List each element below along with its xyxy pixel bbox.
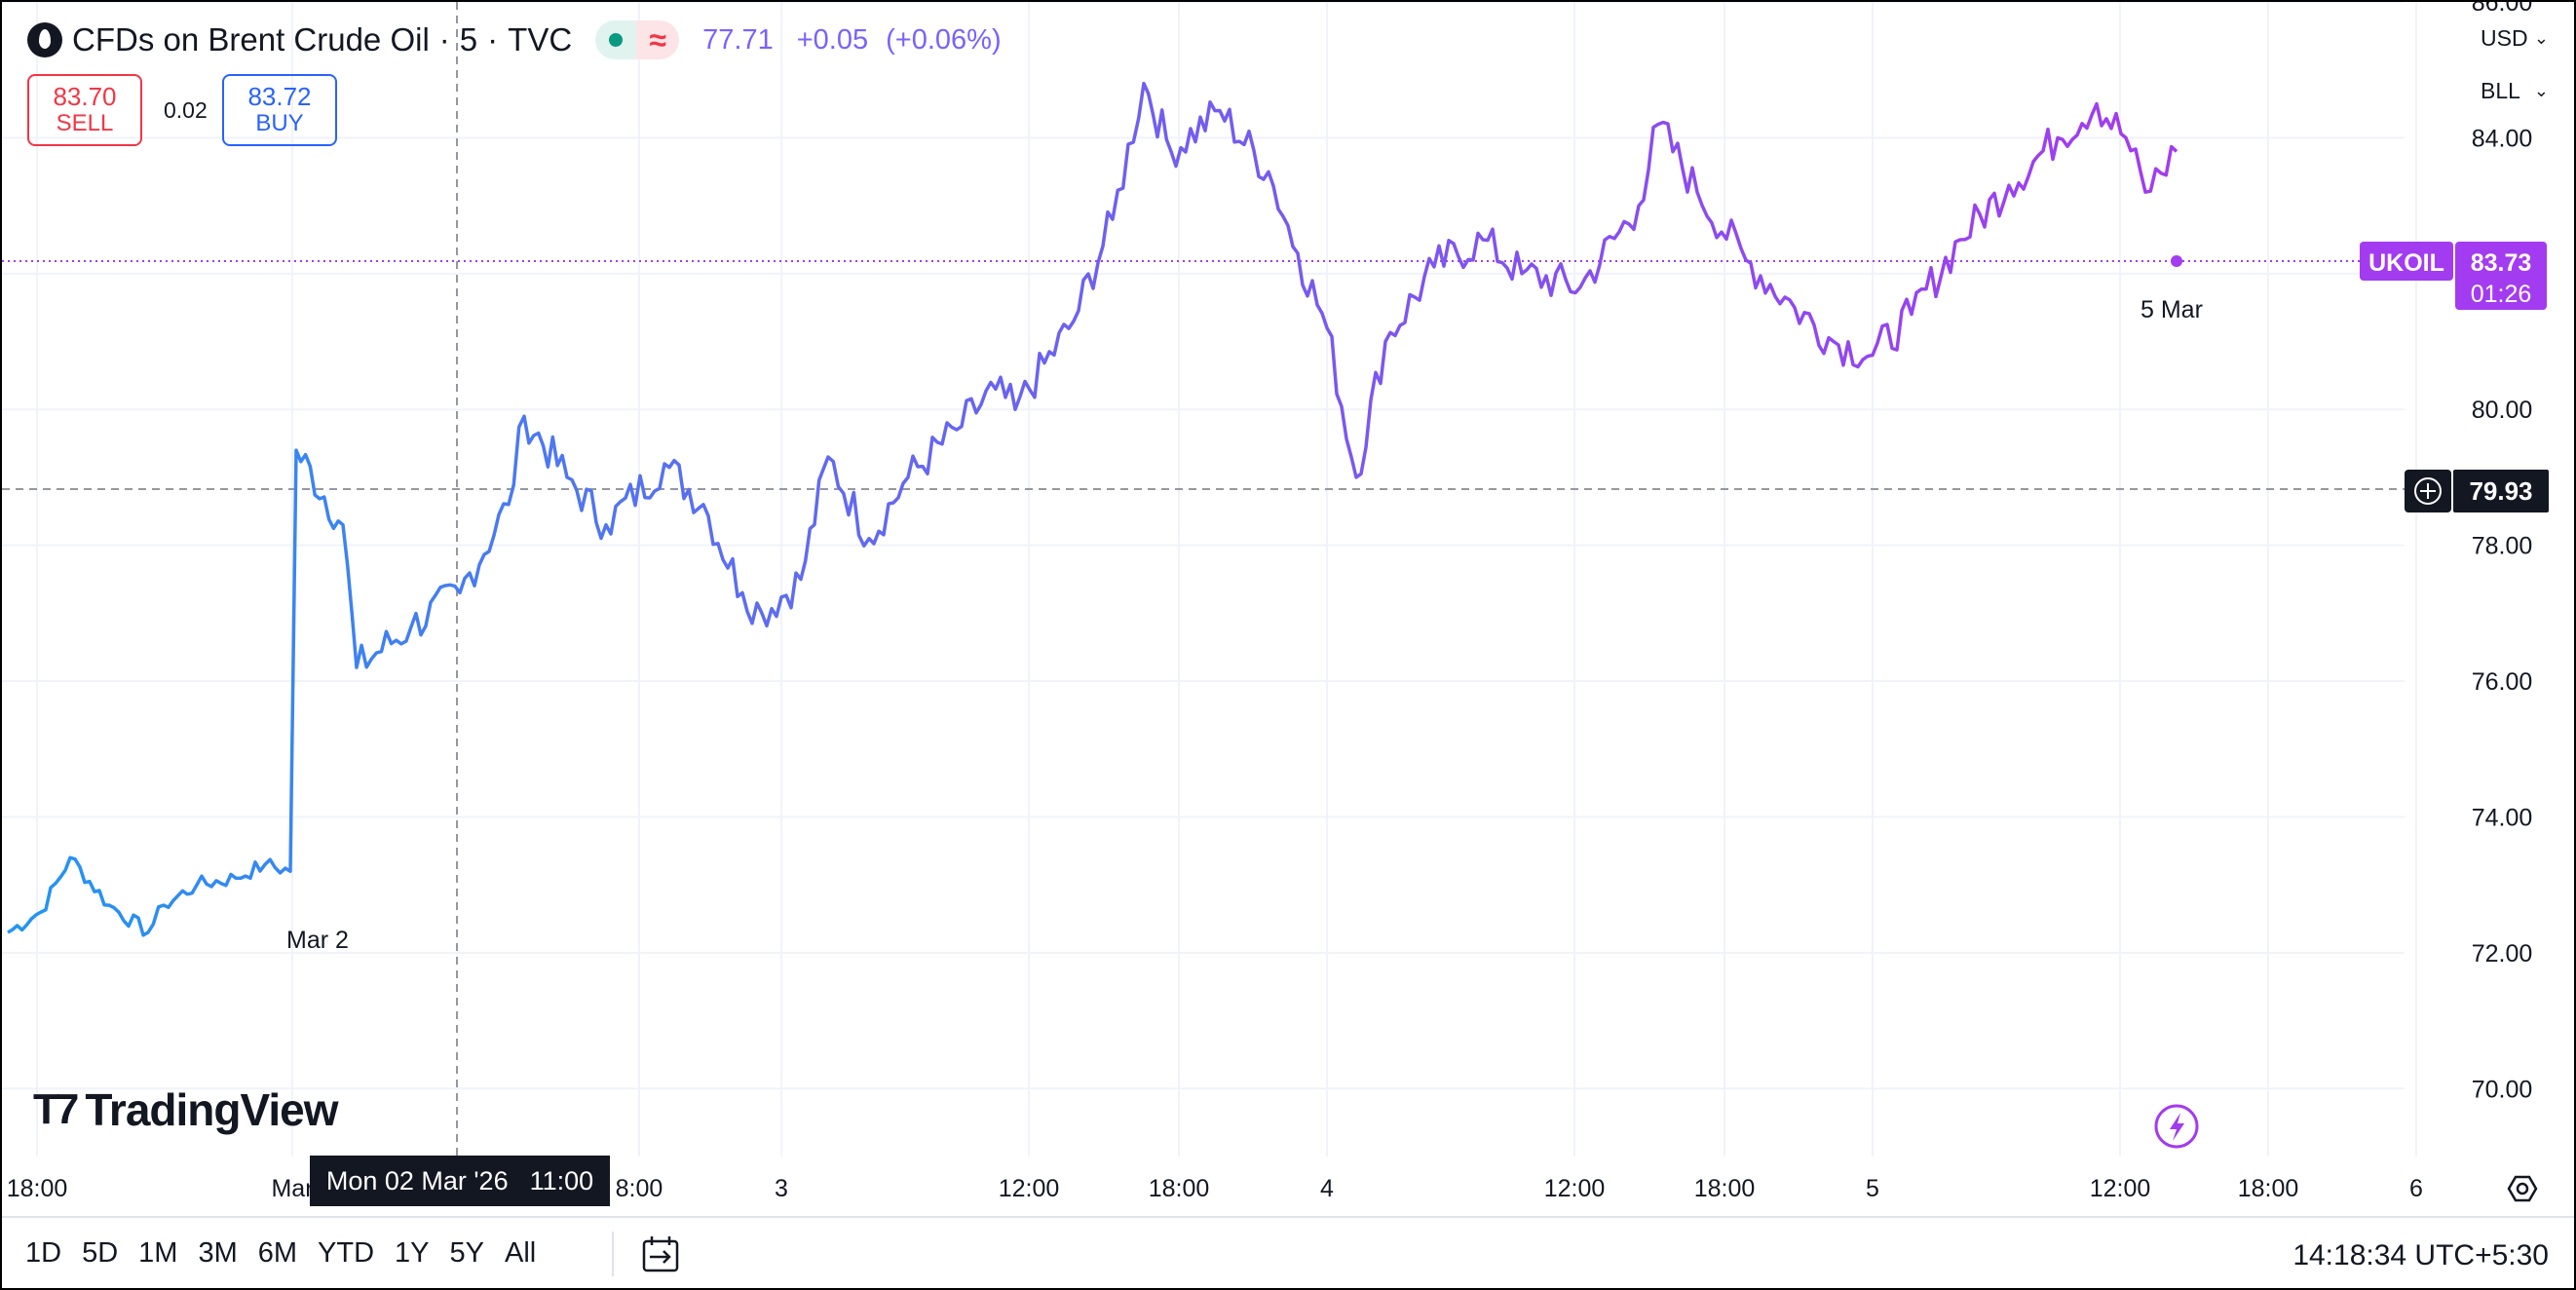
add-alert-icon[interactable] (2414, 477, 2442, 505)
crosshair-price-label[interactable]: 79.93 (2405, 470, 2549, 512)
lightning-icon[interactable] (2154, 1104, 2199, 1149)
sell-label: SELL (56, 110, 114, 136)
crosshair-price-value: 79.93 (2469, 476, 2532, 506)
buy-label: BUY (255, 110, 304, 136)
market-status-pill[interactable]: ≈ (595, 20, 680, 59)
symbol-tag[interactable]: UKOIL 83.73 01:26 (2360, 242, 2547, 310)
x-tick-label: 18:00 (2238, 1175, 2299, 1202)
y-tick-label: 78.00 (2472, 533, 2533, 560)
currency-select[interactable]: USD ⌄ (2471, 14, 2558, 62)
crosshair-time: 11:00 (529, 1165, 594, 1195)
last-price: 77.71 (702, 23, 774, 56)
y-tick-label: 80.00 (2472, 397, 2533, 424)
interval-label[interactable]: 5 (459, 21, 478, 57)
separator-dot: · (438, 21, 450, 57)
range-button-5y[interactable]: 5Y (449, 1237, 485, 1269)
market-open-icon (595, 20, 637, 59)
range-button-3m[interactable]: 3M (198, 1237, 238, 1269)
tradingview-logo[interactable]: T7 TradingView (33, 1083, 338, 1136)
tradingview-mark-icon: T7 (33, 1085, 79, 1133)
unit-value: BLL (2481, 77, 2520, 103)
x-tick-label: 18:00 (1149, 1175, 1210, 1202)
range-button-1y[interactable]: 1Y (395, 1237, 430, 1269)
currency-value: USD (2481, 24, 2528, 51)
exchange-label: TVC (508, 21, 573, 57)
time-axis[interactable]: 18:00 Mar 8:00 3 12:00 18:00 4 12:00 18:00 5 12:00… (7, 1175, 2423, 1202)
go-to-date-icon[interactable] (640, 1233, 683, 1276)
crosshair-date: Mon 02 Mar '26 (325, 1165, 509, 1195)
spread-value: 0.02 (164, 97, 208, 123)
crosshair-time-label: Mon 02 Mar '26 11:00 (310, 1156, 610, 1206)
range-button-6m[interactable]: 6M (257, 1237, 298, 1269)
brent-oil-icon (27, 22, 62, 57)
bottom-toolbar (2, 1216, 2574, 1288)
sell-button[interactable]: 83.70 SELL (27, 74, 142, 146)
delayed-data-icon: ≈ (636, 20, 680, 59)
x-tick-label: 18:00 (7, 1175, 68, 1202)
sell-price: 83.70 (53, 82, 117, 111)
toolbar-divider (612, 1232, 614, 1276)
x-tick-label: Mar (271, 1175, 313, 1202)
range-button-5d[interactable]: 5D (82, 1237, 119, 1269)
y-tick-label: 74.00 (2472, 804, 2533, 831)
x-tick-label: 5 (1866, 1175, 1879, 1202)
symbol-tag-price: 83.73 (2471, 249, 2532, 277)
y-tick-label: 76.00 (2472, 668, 2533, 696)
range-button-1d[interactable]: 1D (25, 1237, 62, 1269)
price-axis[interactable]: 70.0072.0074.0076.0078.0080.0082.0084.00… (2472, 2, 2533, 1103)
buy-button[interactable]: 83.72 BUY (222, 74, 337, 146)
x-tick-label: 12:00 (2090, 1175, 2151, 1202)
chevron-down-icon: ⌄ (2533, 80, 2549, 100)
range-button-1m[interactable]: 1M (138, 1237, 178, 1269)
symbol-title[interactable]: CFDs on Brent Crude Oil (72, 21, 430, 57)
range-button-ytd[interactable]: YTD (318, 1237, 375, 1269)
separator-dot: · (487, 21, 499, 57)
x-tick-label: 6 (2409, 1175, 2423, 1202)
tradingview-wordmark: TradingView (85, 1084, 338, 1135)
range-button-all[interactable]: All (505, 1237, 537, 1269)
price-line (7, 81, 2178, 937)
y-tick-label: 70.00 (2472, 1076, 2533, 1103)
time-axis-settings-icon[interactable] (2507, 1175, 2538, 1202)
y-tick-label: 72.00 (2472, 940, 2533, 968)
price-change: +0.05 (796, 23, 869, 56)
annotation-5-mar: 5 Mar (2140, 296, 2203, 323)
x-tick-label: 4 (1320, 1175, 1334, 1202)
x-tick-label: 12:00 (999, 1175, 1060, 1202)
clock-timezone[interactable]: 14:18:34 UTC+5:30 (2292, 1239, 2549, 1271)
symbol-tag-name: UKOIL (2368, 249, 2444, 277)
x-tick-label: 8:00 (616, 1175, 663, 1202)
symbol-tag-countdown: 01:26 (2471, 281, 2532, 308)
x-tick-label: 18:00 (1694, 1175, 1756, 1202)
price-change-pct: (+0.06%) (886, 23, 1002, 56)
symbol-header: CFDs on Brent Crude Oil · 5 · TVC ≈ 77.7… (27, 16, 1002, 64)
unit-select[interactable]: BLL ⌄ (2471, 66, 2558, 115)
y-tick-label: 86.00 (2472, 2, 2533, 17)
last-price-dot (2171, 255, 2182, 267)
x-tick-label: 3 (775, 1175, 788, 1202)
chart-grid (2, 2, 2417, 1157)
x-tick-label: 12:00 (1544, 1175, 1606, 1202)
y-tick-label: 84.00 (2472, 125, 2533, 152)
buy-price: 83.72 (247, 82, 312, 111)
chevron-down-icon: ⌄ (2533, 27, 2549, 48)
date-range-buttons: 1D 5D 1M 3M 6M YTD 1Y 5Y All (25, 1237, 556, 1270)
annotation-mar-2: Mar 2 (286, 927, 349, 954)
